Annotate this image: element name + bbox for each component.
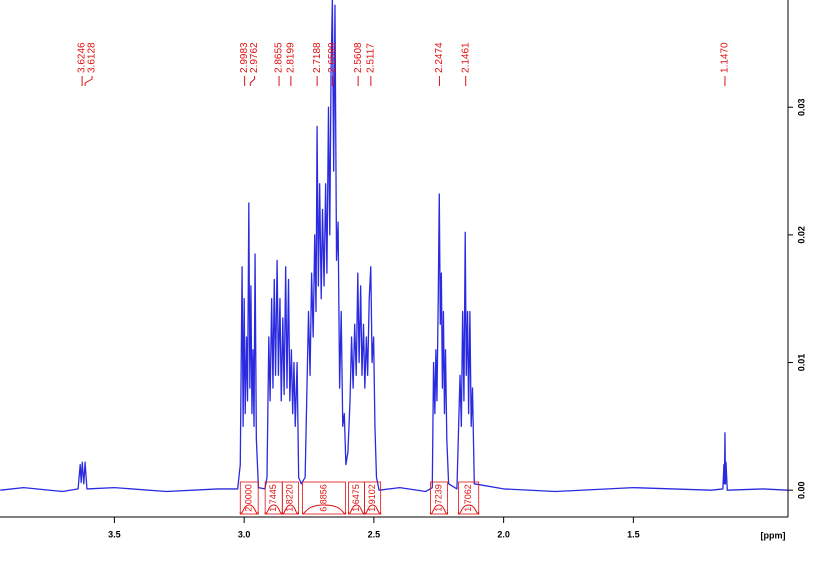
integral-box bbox=[364, 481, 382, 515]
integral-label: 1.7445 bbox=[268, 484, 278, 512]
y-tick-label: 0.00 bbox=[796, 481, 806, 499]
peak-label: 3.6128 bbox=[87, 42, 98, 73]
x-tick-label: 2.0 bbox=[497, 529, 510, 539]
plot-area bbox=[0, 0, 788, 493]
x-tick-label: 3.0 bbox=[238, 529, 251, 539]
integral-box bbox=[302, 481, 347, 515]
y-tick-label: 0.03 bbox=[796, 98, 806, 116]
peak-label: 2.9762 bbox=[249, 42, 260, 73]
x-tick-label: 3.5 bbox=[108, 529, 121, 539]
x-tick-label: 2.5 bbox=[368, 529, 381, 539]
integral-label: 2.0000 bbox=[244, 484, 254, 512]
peak-label: 2.1461 bbox=[460, 42, 471, 73]
peak-label: 2.2474 bbox=[434, 42, 445, 73]
integral-label: 1.8220 bbox=[285, 484, 295, 512]
integral-label: 6.8856 bbox=[318, 484, 328, 512]
peak-label: 3.6246 bbox=[77, 42, 88, 73]
integral-box bbox=[430, 481, 448, 515]
integral-box bbox=[281, 481, 299, 515]
peak-marker bbox=[84, 76, 93, 86]
spectrum-line bbox=[0, 0, 788, 493]
peak-label: 2.8199 bbox=[286, 42, 297, 73]
integral-box bbox=[239, 481, 259, 515]
peak-label: 2.6599 bbox=[327, 42, 338, 73]
integral-label: 1.9102 bbox=[367, 484, 377, 512]
peak-label: 1.1470 bbox=[720, 42, 731, 73]
integral-box bbox=[458, 481, 480, 515]
integral-label: 1.7239 bbox=[433, 484, 443, 512]
peak-marker bbox=[249, 76, 256, 86]
x-tick-label: 1.5 bbox=[627, 529, 640, 539]
y-tick-label: 0.01 bbox=[796, 354, 806, 372]
integral-label: 1.7062 bbox=[463, 484, 473, 512]
x-axis-label: [ppm] bbox=[761, 530, 786, 540]
peak-label: 2.7188 bbox=[312, 42, 323, 73]
peak-label: 2.8655 bbox=[274, 42, 285, 73]
peak-label: 2.5608 bbox=[353, 42, 364, 73]
y-tick-label: 0.02 bbox=[796, 226, 806, 244]
peak-label: 2.5117 bbox=[365, 43, 376, 73]
peak-label: 2.9983 bbox=[239, 42, 250, 73]
integral-label: 1.6475 bbox=[351, 484, 361, 512]
